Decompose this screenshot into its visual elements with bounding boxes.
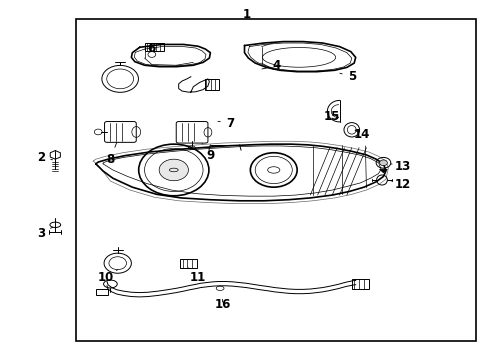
Text: 6: 6 xyxy=(147,41,156,54)
Text: 7: 7 xyxy=(218,117,233,130)
Bar xyxy=(144,43,163,51)
Text: 2: 2 xyxy=(37,151,53,164)
Bar xyxy=(204,79,219,90)
Bar xyxy=(351,279,368,289)
Text: 15: 15 xyxy=(324,110,340,123)
Bar xyxy=(76,19,475,341)
Text: 8: 8 xyxy=(106,143,117,166)
Text: 16: 16 xyxy=(214,298,230,311)
Polygon shape xyxy=(379,169,386,173)
Circle shape xyxy=(379,160,386,166)
Circle shape xyxy=(159,159,188,181)
Text: 3: 3 xyxy=(37,226,53,239)
Bar xyxy=(180,259,197,268)
Text: 4: 4 xyxy=(261,59,280,72)
Text: 1: 1 xyxy=(243,8,250,21)
Text: 14: 14 xyxy=(353,127,369,141)
Bar xyxy=(96,289,108,296)
Text: 13: 13 xyxy=(390,160,410,173)
Text: 11: 11 xyxy=(188,268,206,284)
Text: 10: 10 xyxy=(97,270,118,284)
Text: 9: 9 xyxy=(202,144,214,162)
Text: 12: 12 xyxy=(390,178,410,191)
Text: 5: 5 xyxy=(339,70,355,83)
